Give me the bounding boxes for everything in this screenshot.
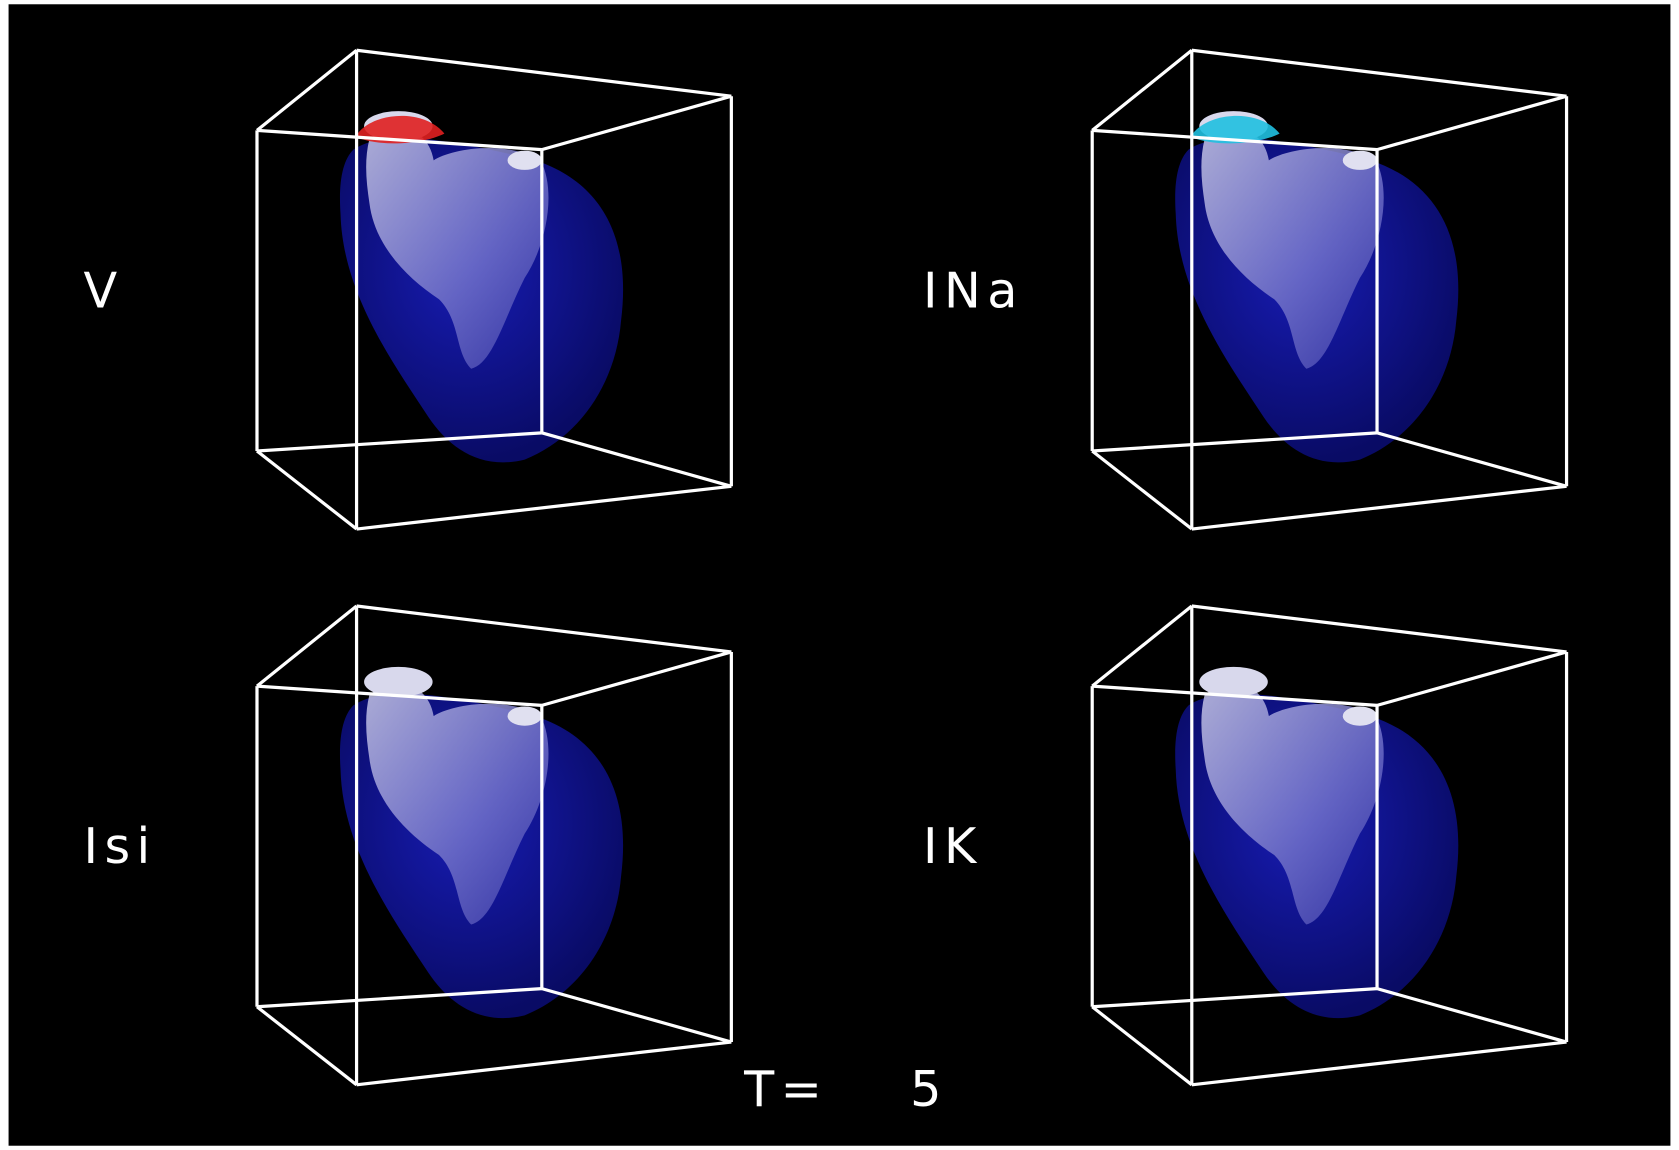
page: VINaIsiIKT=5 (() => { const data = JSON.… <box>0 0 1679 1150</box>
vessel <box>508 151 542 170</box>
vessel <box>1343 706 1377 725</box>
vessel <box>1343 151 1377 170</box>
vessel <box>364 667 433 697</box>
vessel <box>1199 667 1268 697</box>
panel-label: INa <box>923 261 1024 319</box>
panel-label: IK <box>923 817 983 875</box>
panel-label: V <box>84 261 124 319</box>
panel-label: Isi <box>84 817 157 875</box>
visualization: V INa Isi IK T= 5 <box>0 0 1679 1150</box>
vessel <box>508 706 542 725</box>
time-value: 5 <box>910 1060 948 1118</box>
time-label: T= <box>743 1060 828 1118</box>
